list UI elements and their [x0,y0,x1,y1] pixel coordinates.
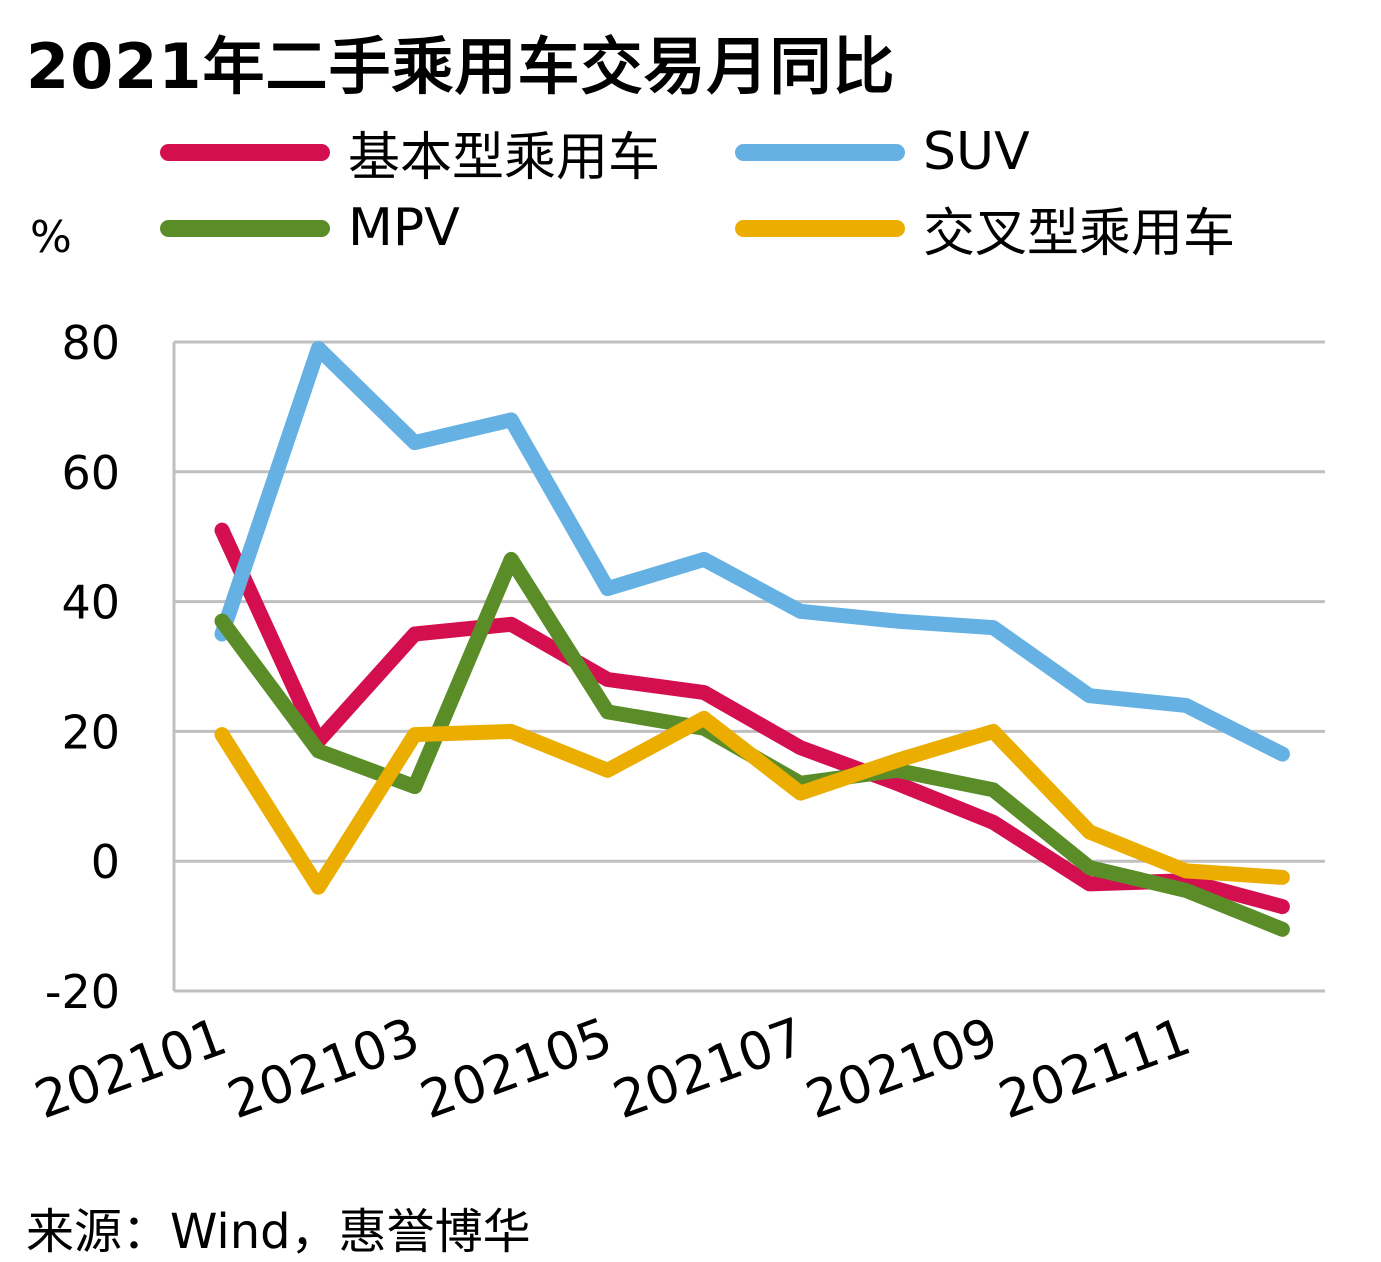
legend-swatch-mpv [160,219,330,237]
legend-item-crossover-passenger-car: 交叉型乘用车 [735,198,1235,264]
x-tick-label-1: 202103 [220,1007,427,1131]
legend-swatch-basic-passenger-car [160,143,330,161]
legend-swatch-crossover-passenger-car [735,219,905,237]
y-tick-label-4: 0 [91,835,120,889]
legend-item-mpv: MPV [160,198,460,258]
chart-title: 2021年二手乘用车交易月同比 [26,30,896,103]
legend-item-suv: SUV [735,122,1030,182]
y-tick-label-3: 20 [61,705,120,759]
x-tick-label-3: 202107 [606,1007,813,1131]
x-tick-label-4: 202109 [799,1007,1006,1131]
series-line-3 [214,710,1290,895]
legend-swatch-suv [735,143,905,161]
series-line-0 [214,522,1290,915]
x-tick-label-0: 202101 [27,1007,234,1131]
x-tick-label-2: 202105 [413,1007,620,1131]
legend-label-mpv: MPV [348,198,460,258]
x-tick-label-5: 202111 [991,1007,1198,1131]
legend-label-suv: SUV [923,122,1030,182]
y-tick-label-0: 80 [61,316,120,370]
legend-item-basic-passenger-car: 基本型乘用车 [160,122,660,188]
y-axis-unit-label: % [30,212,72,263]
source-note: 来源：Wind，惠誉博华 [26,1204,531,1260]
y-tick-label-1: 60 [61,446,120,500]
y-tick-label-2: 40 [61,576,120,630]
y-tick-label-5: -20 [45,965,120,1019]
legend-label-crossover-passenger-car: 交叉型乘用车 [923,203,1236,264]
series-line-1 [214,341,1290,762]
series-line-2 [214,551,1290,937]
legend-label-basic-passenger-car: 基本型乘用车 [348,127,661,188]
